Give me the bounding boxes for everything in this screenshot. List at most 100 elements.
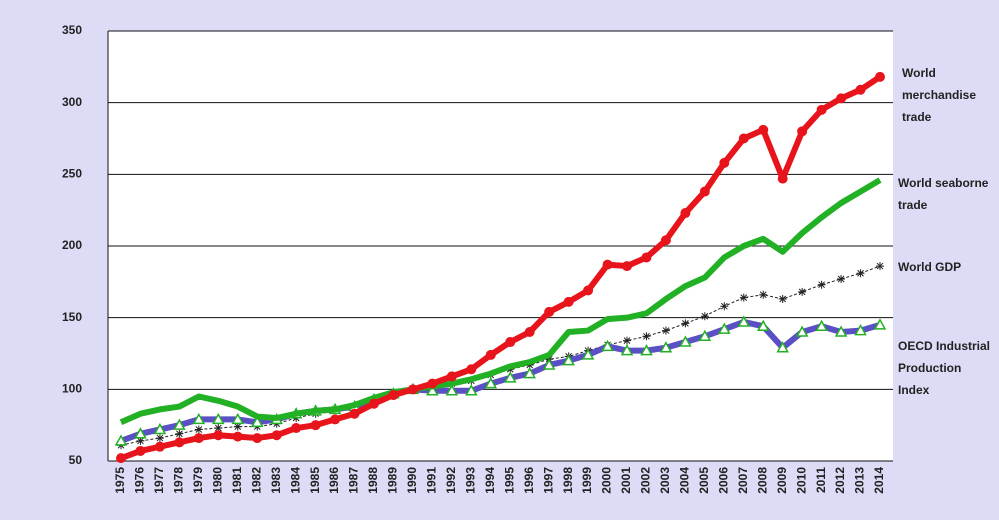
marker [484,377,498,389]
marker [834,325,848,337]
marker [640,344,653,356]
y-tick-label: 200 [62,238,82,252]
marker [175,429,184,438]
marker [134,427,147,439]
marker [601,339,614,352]
series [116,71,885,464]
marker [777,173,788,184]
x-tick-label: 1980 [210,467,224,494]
x-tick-label: 1977 [152,467,166,494]
x-tick-label: 1987 [347,467,361,494]
y-tick-label: 50 [69,453,83,467]
x-tick-label: 2004 [678,467,692,494]
x-tick-label: 2009 [775,467,789,494]
x-tick-label: 1986 [327,467,341,494]
y-tick-label: 150 [62,310,82,324]
marker [349,408,360,419]
marker [756,319,770,332]
x-tick-label: 1993 [463,467,477,494]
marker [135,445,146,456]
marker [873,318,887,330]
marker [699,186,710,197]
x-tick-label: 1992 [444,467,458,494]
marker [797,126,808,137]
x-tick-label: 2014 [872,467,886,494]
x-tick-label: 1994 [483,467,497,494]
marker [581,348,595,360]
marker [232,431,243,442]
marker [523,367,536,379]
x-tick-label: 2013 [853,467,867,494]
marker [212,412,225,425]
x-tick-label: 1976 [133,467,147,494]
marker [641,252,652,263]
marker [759,290,768,299]
marker [194,425,203,434]
marker [192,412,206,425]
marker [720,302,729,311]
x-tick-label: 1983 [269,467,283,494]
x-tick-label: 1997 [541,467,555,494]
marker [330,414,341,425]
x-tick-label: 2007 [736,467,750,494]
marker [445,384,459,396]
marker [136,436,145,445]
marker [583,285,594,296]
series-label: OECD Industrial Production Index [898,339,991,397]
marker [544,306,555,317]
marker [837,274,846,283]
marker [854,324,867,336]
x-tick-label: 2010 [794,467,808,494]
marker [466,364,477,375]
x-tick-label: 1999 [580,467,594,494]
marker [503,371,517,383]
marker [465,384,478,396]
marker [700,312,709,321]
marker [231,412,245,425]
marker [855,84,866,95]
series-label: World seaborne trade [898,176,989,212]
marker [213,430,224,441]
marker [155,434,164,443]
x-tick-label: 1991 [425,467,439,494]
y-tick-label: 100 [62,382,82,396]
marker [388,390,399,401]
marker [542,358,556,370]
x-tick-label: 1990 [405,467,419,494]
marker [214,424,223,433]
marker [659,341,673,353]
x-tick-label: 2001 [619,467,633,494]
marker [562,354,575,366]
marker [427,378,438,389]
marker [815,319,828,332]
x-tick-label: 2006 [716,467,730,494]
x-tick-label: 2011 [814,467,828,493]
series-label: World GDP [898,260,962,274]
marker [798,287,807,296]
marker [642,332,651,341]
marker [426,384,439,396]
x-tick-label: 1996 [522,467,536,494]
marker [193,433,204,444]
x-tick-label: 2002 [639,467,653,494]
marker [623,336,631,345]
marker [271,430,282,441]
marker [738,133,749,144]
marker [369,398,379,409]
x-tick-label: 1982 [249,467,263,494]
series-label: World merchandise trade [902,66,977,124]
x-tick-label: 1985 [308,467,322,494]
y-tick-label: 300 [62,95,82,109]
series-line [119,177,882,426]
marker [816,104,827,115]
series [114,315,887,446]
marker [233,422,242,431]
x-tick-label: 1979 [191,467,205,494]
marker [776,341,789,353]
marker [817,280,826,289]
marker [737,315,751,327]
marker [505,337,516,348]
marker [758,124,769,135]
marker [620,344,634,356]
